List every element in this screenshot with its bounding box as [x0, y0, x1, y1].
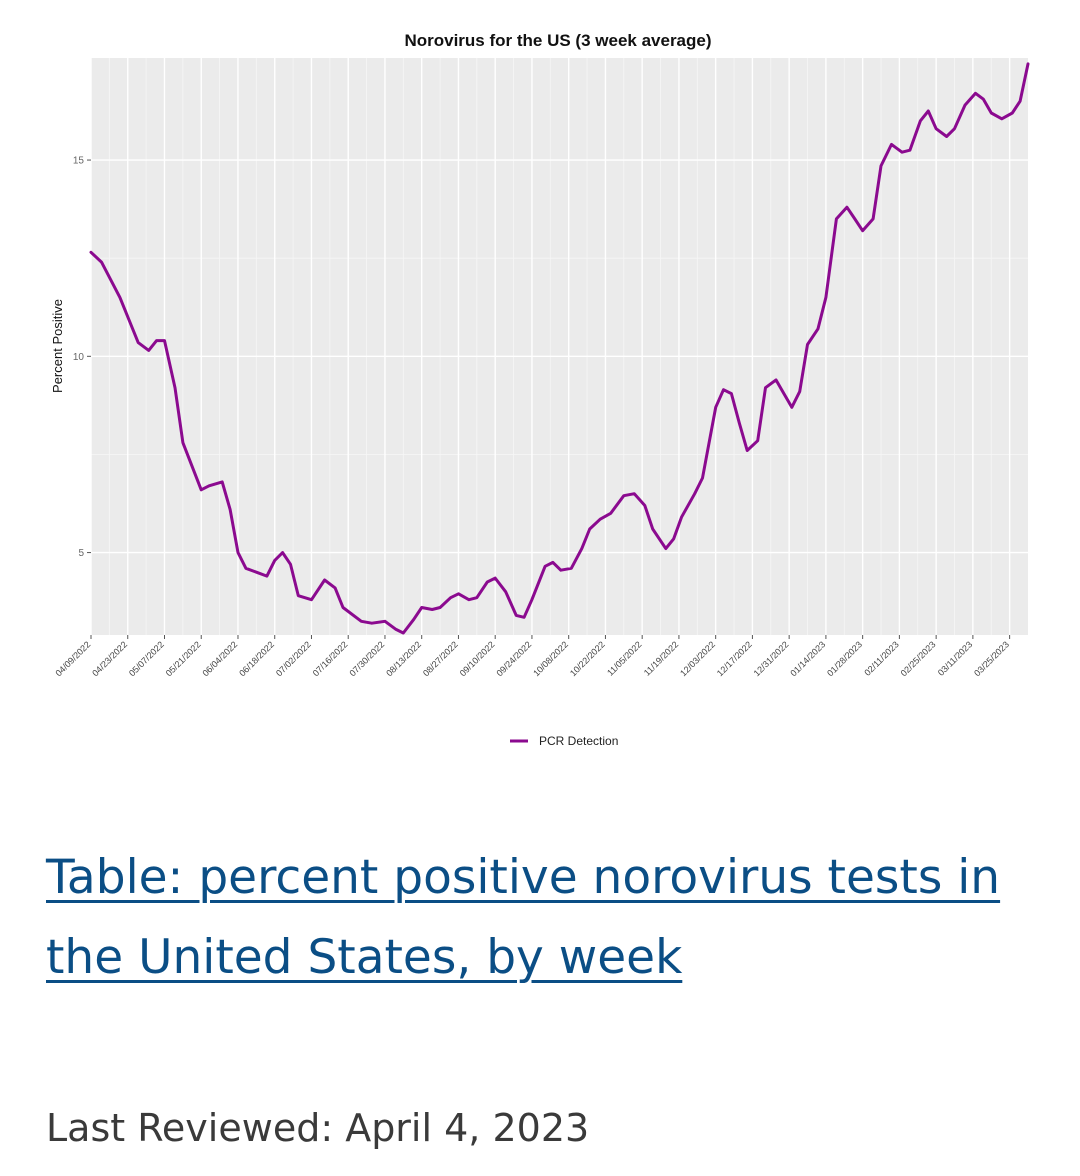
x-tick-label: 04/09/2022: [53, 639, 92, 678]
chart-svg: Norovirus for the US (3 week average) Pe…: [50, 31, 1030, 748]
x-axis: 04/09/202204/23/202205/07/202205/21/2022…: [53, 635, 1011, 678]
x-tick-label: 02/11/2023: [862, 639, 900, 677]
x-tick-label: 04/23/2022: [90, 639, 129, 678]
series-lines: [89, 62, 1030, 635]
y-tick-label: 5: [78, 548, 84, 559]
legend-label: PCR Detection: [539, 734, 618, 748]
x-tick-label: 10/22/2022: [568, 639, 607, 678]
x-tick-label: 07/16/2022: [311, 639, 350, 678]
grid-lines: [90, 58, 1028, 635]
x-tick-label: 01/14/2023: [788, 639, 827, 678]
x-tick-label: 02/25/2023: [899, 639, 938, 678]
x-tick-label: 07/02/2022: [274, 639, 313, 678]
x-tick-label: 12/17/2022: [715, 639, 754, 678]
last-reviewed-date: Last Reviewed: April 4, 2023: [46, 1106, 590, 1150]
x-tick-label: 08/27/2022: [421, 639, 460, 678]
y-axis: 5 10 15: [73, 156, 91, 559]
series-line: [89, 62, 1030, 635]
x-tick-label: 03/25/2023: [972, 639, 1011, 678]
x-tick-label: 07/30/2022: [347, 639, 386, 678]
x-tick-label: 06/04/2022: [200, 639, 239, 678]
x-tick-label: 05/21/2022: [164, 639, 203, 678]
x-tick-label: 01/28/2023: [825, 639, 864, 678]
x-tick-label: 11/19/2022: [642, 639, 680, 677]
x-tick-label: 12/03/2022: [678, 639, 717, 678]
x-tick-label: 05/07/2022: [127, 639, 166, 678]
x-tick-label: 09/24/2022: [494, 639, 533, 678]
y-tick-label: 15: [73, 156, 85, 167]
x-tick-label: 08/13/2022: [384, 639, 423, 678]
x-tick-label: 12/31/2022: [752, 639, 791, 678]
x-tick-label: 11/05/2022: [605, 639, 643, 677]
table-link[interactable]: Table: percent positive norovirus tests …: [46, 850, 1001, 985]
plot-panel: [91, 58, 1028, 635]
chart-title: Norovirus for the US (3 week average): [404, 31, 711, 50]
x-tick-label: 06/18/2022: [237, 639, 276, 678]
x-tick-label: 03/11/2023: [936, 639, 974, 677]
y-tick-label: 10: [73, 352, 85, 363]
x-tick-label: 09/10/2022: [458, 639, 497, 678]
y-axis-label: Percent Positive: [50, 299, 65, 393]
chart: Norovirus for the US (3 week average) Pe…: [50, 31, 1030, 748]
x-tick-label: 10/08/2022: [531, 639, 570, 678]
legend: PCR Detection: [510, 734, 618, 748]
